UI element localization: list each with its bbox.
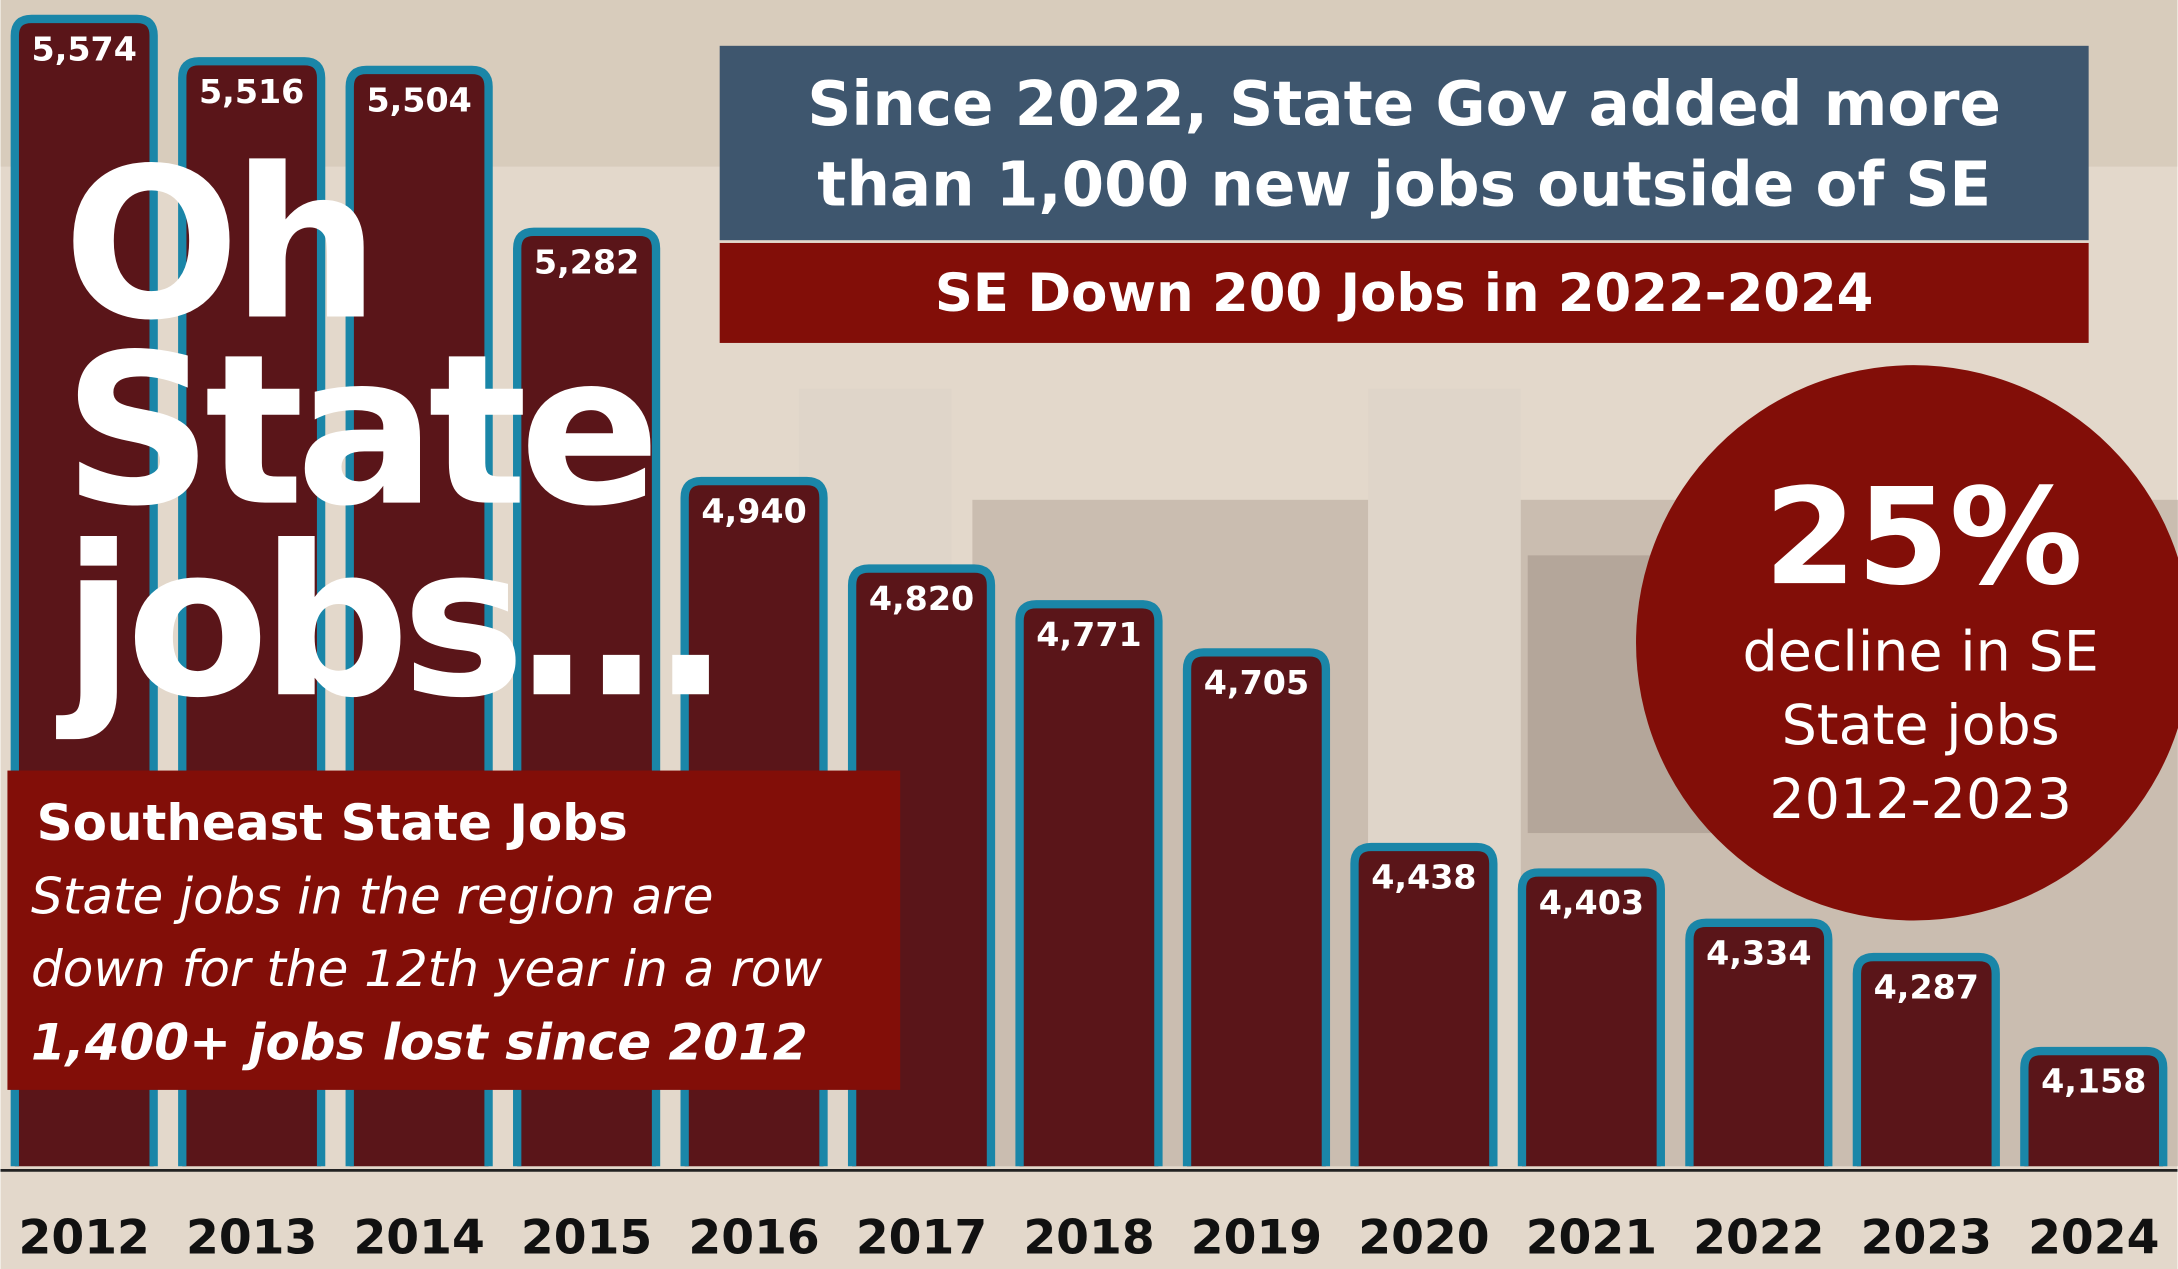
title: Oh State jobs… — [56, 125, 725, 745]
bar — [1015, 600, 1163, 1167]
subheadline: SE Down 200 Jobs in 2022-2024 — [935, 263, 1873, 324]
bar — [1182, 648, 1331, 1167]
x-tick-label: 2021 — [1526, 1211, 1657, 1266]
value-label: 4,940 — [701, 492, 806, 531]
title-line: Oh — [63, 125, 372, 367]
value-label: 5,516 — [199, 72, 304, 111]
value-label: 4,403 — [1539, 883, 1644, 922]
x-tick-label: 2015 — [521, 1211, 652, 1266]
x-tick-label: 2022 — [1693, 1211, 1824, 1266]
callout-circle — [1636, 365, 2178, 921]
x-tick-label: 2020 — [1358, 1211, 1489, 1266]
caption-line: down for the 12th year in a row — [31, 940, 822, 998]
caption-line: State jobs in the region are — [31, 868, 713, 926]
x-tick-label: 2017 — [856, 1211, 987, 1266]
x-tick-label: 2018 — [1023, 1211, 1154, 1266]
headline: than 1,000 new jobs outside of SE — [817, 149, 1991, 220]
subheadline-box — [719, 242, 2089, 343]
headline: Since 2022, State Gov added more — [807, 69, 2000, 140]
value-label: 4,287 — [1874, 968, 1979, 1007]
headline-box — [719, 45, 2089, 241]
caption-box — [7, 770, 901, 1090]
value-label: 5,574 — [32, 30, 137, 69]
value-label: 5,504 — [366, 81, 471, 120]
callout-value: 25% — [1764, 460, 2083, 615]
x-tick-label: 2014 — [353, 1211, 484, 1266]
caption-emphasis: 1,400+ jobs lost since 2012 — [31, 1013, 808, 1071]
title-line: jobs… — [56, 502, 717, 744]
callout-line: 2012-2023 — [1769, 767, 2072, 832]
bar — [1852, 952, 2000, 1167]
bar — [2020, 1046, 2168, 1167]
value-label: 4,705 — [1204, 663, 1309, 702]
callout-line: State jobs — [1782, 693, 2060, 758]
caption-title: Southeast State Jobs — [37, 794, 628, 852]
bar — [1350, 842, 1498, 1167]
value-label: 4,438 — [1371, 858, 1476, 897]
bar — [1685, 918, 1833, 1167]
callout-line: decline in SE — [1742, 620, 2098, 685]
value-label: 4,158 — [2041, 1062, 2146, 1101]
x-tick-label: 2016 — [688, 1211, 819, 1266]
x-tick-label: 2012 — [19, 1211, 150, 1266]
x-tick-label: 2019 — [1191, 1211, 1322, 1266]
title-line: State — [63, 311, 652, 553]
value-label: 4,820 — [869, 579, 974, 618]
value-label: 4,334 — [1706, 933, 1811, 972]
x-tick-label: 2024 — [2028, 1211, 2159, 1266]
x-tick-label: 2023 — [1861, 1211, 1992, 1266]
bar — [1517, 868, 1665, 1167]
x-tick-label: 2013 — [186, 1211, 317, 1266]
value-label: 5,282 — [534, 242, 639, 281]
value-label: 4,771 — [1036, 615, 1141, 654]
